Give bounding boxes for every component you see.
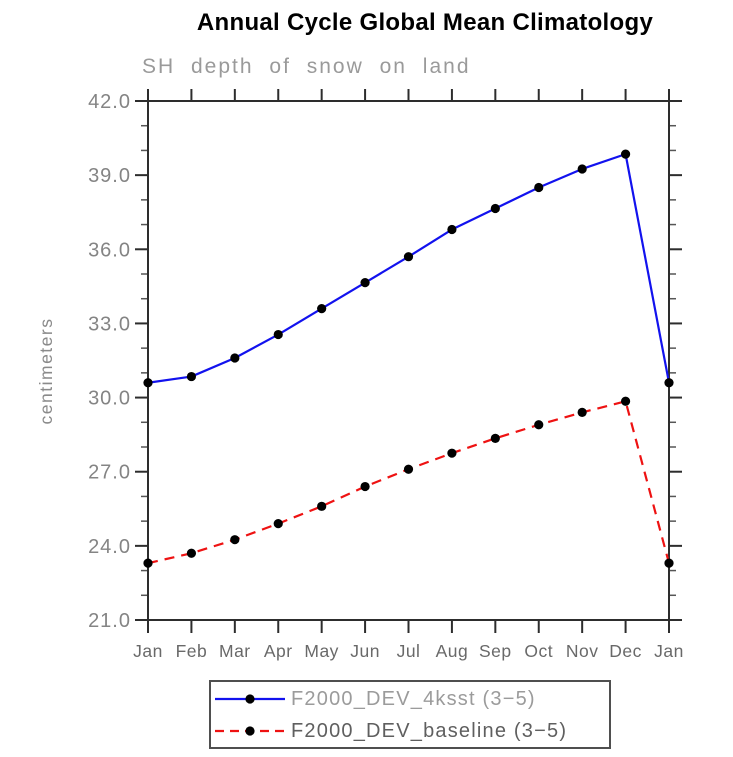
y-tick-label: 21.0 — [88, 610, 131, 632]
data-point-marker — [273, 519, 283, 529]
data-point-marker — [577, 164, 587, 174]
y-tick-label: 24.0 — [88, 536, 131, 558]
plot-area: 21.0 24.0 27.0 30.0 33.0 36.0 39.0 42.0 Jan Feb Ma… — [36, 89, 684, 661]
data-point-marker — [143, 378, 153, 388]
x-tick-label: Apr — [264, 641, 293, 661]
legend-entry-baseline: F2000_DEV_baseline (3−5) — [213, 715, 609, 747]
data-point-marker — [186, 548, 197, 558]
legend-swatch-solid-line — [215, 694, 285, 704]
data-point-marker — [403, 252, 414, 262]
data-point-marker — [534, 420, 544, 430]
data-point-marker — [186, 371, 197, 382]
legend-swatch-dashed-line — [215, 726, 285, 736]
x-tick-label: Nov — [566, 641, 599, 661]
x-tick-label: Jul — [397, 641, 421, 661]
legend-label-4ksst: F2000_DEV_4ksst (3−5) — [291, 687, 536, 710]
data-point-marker — [664, 558, 674, 568]
data-point-marker — [490, 203, 500, 214]
y-tick-label: 30.0 — [88, 388, 131, 410]
data-point-marker — [230, 535, 240, 545]
chart-subtitle: SH depth of snow on land — [142, 55, 471, 78]
data-point-marker — [620, 149, 631, 159]
data-point-marker — [143, 558, 153, 568]
legend-label-baseline: F2000_DEV_baseline (3−5) — [291, 719, 568, 742]
data-point-marker — [360, 278, 370, 288]
axis-frame — [147, 100, 670, 621]
data-point-marker — [534, 182, 544, 193]
legend-marker — [245, 694, 255, 704]
x-tick-label: Oct — [524, 641, 553, 661]
x-tick-label: Sep — [479, 641, 512, 661]
data-point-marker — [317, 304, 327, 314]
y-tick-label: 36.0 — [88, 239, 131, 261]
x-tick-label: May — [304, 641, 339, 661]
data-point-marker — [273, 329, 283, 340]
data-point-marker — [317, 501, 327, 511]
y-tick-label: 42.0 — [88, 91, 131, 113]
y-axis-label: centimeters — [36, 318, 56, 425]
data-point-marker — [664, 378, 674, 388]
legend-marker — [245, 726, 255, 736]
x-tick-label: Jan — [654, 641, 684, 661]
x-tick-label: Aug — [436, 641, 469, 661]
series-line-4ksst — [147, 153, 671, 384]
x-tick-label: Jan — [133, 641, 163, 661]
data-point-marker — [447, 224, 457, 235]
x-tick-label: Dec — [609, 641, 642, 661]
legend-box: F2000_DEV_4ksst (3−5) F2000_DEV_baseline… — [209, 680, 611, 749]
data-point-marker — [360, 481, 370, 492]
legend-entry-4ksst: F2000_DEV_4ksst (3−5) — [213, 683, 609, 715]
x-tick-label: Feb — [176, 641, 208, 661]
y-tick-label: 27.0 — [88, 462, 131, 484]
data-point-marker — [620, 396, 631, 406]
data-point-marker — [403, 464, 414, 474]
chart-title: Annual Cycle Global Mean Climatology — [196, 9, 654, 36]
data-point-marker — [230, 353, 240, 363]
y-tick-label: 33.0 — [88, 313, 131, 335]
series-line-baseline — [147, 400, 671, 565]
data-point-marker — [490, 433, 500, 443]
y-tick-label: 39.0 — [88, 165, 131, 187]
data-point-marker — [577, 407, 587, 417]
data-point-marker — [447, 448, 457, 458]
x-tick-label: Jun — [350, 641, 380, 661]
x-tick-label: Mar — [219, 641, 251, 661]
